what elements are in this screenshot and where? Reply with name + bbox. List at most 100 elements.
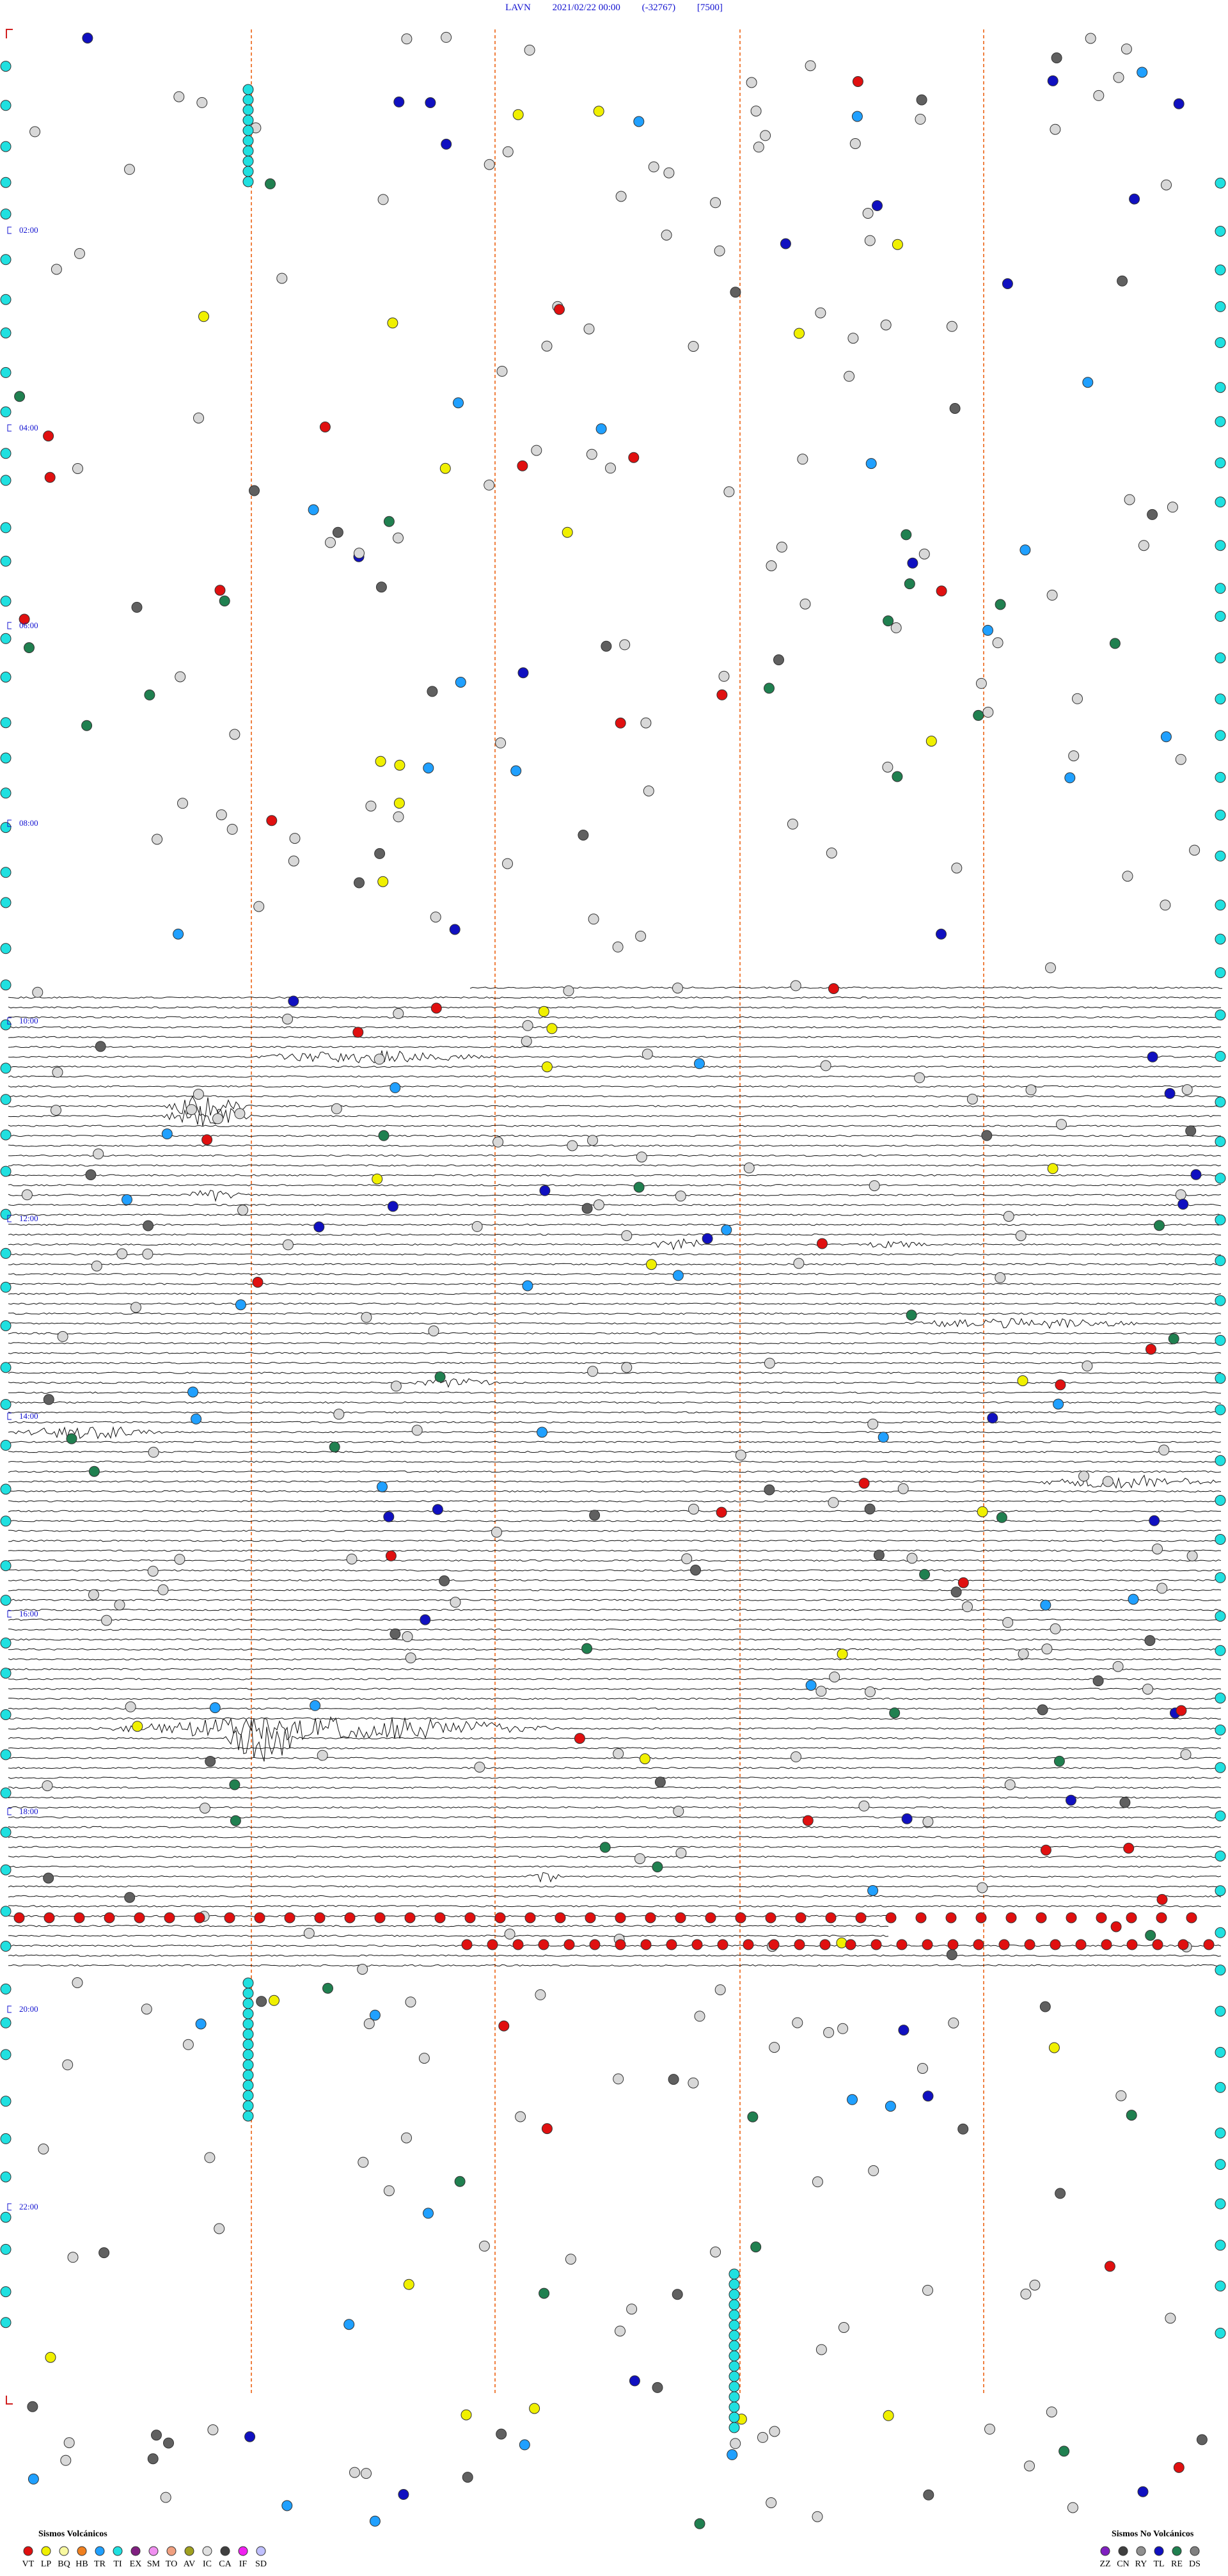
legend-code: BQ [58, 2559, 70, 2569]
event [918, 548, 930, 560]
event [764, 1484, 775, 1496]
event [1101, 1939, 1112, 1950]
event [0, 822, 12, 834]
event [303, 1927, 315, 1939]
event [333, 1409, 345, 1420]
event [522, 1280, 533, 1292]
event [1215, 933, 1226, 945]
event [363, 2018, 375, 2030]
event [906, 1309, 917, 1321]
event [728, 2422, 740, 2433]
event [0, 1638, 12, 1648]
trace [8, 1318, 1222, 1329]
event [0, 367, 12, 378]
event [626, 2303, 638, 2315]
event [1082, 1360, 1093, 1371]
event [173, 91, 185, 102]
event [892, 239, 903, 250]
trace [8, 1826, 1222, 1829]
event [1147, 1051, 1158, 1063]
legend-swatch [148, 2546, 159, 2556]
legend-code: TR [94, 2559, 106, 2569]
legend-code: DS [1189, 2559, 1200, 2569]
event [0, 1515, 12, 1527]
event [828, 983, 839, 994]
event [538, 1939, 549, 1950]
vertical-markers [251, 29, 984, 2396]
event [122, 1194, 132, 1205]
event [852, 76, 863, 87]
event [524, 44, 535, 56]
trace [8, 1628, 1222, 1631]
event [836, 1937, 847, 1948]
event [1024, 2460, 1035, 2472]
event [1124, 494, 1135, 505]
event [539, 1185, 551, 1196]
legend-code: IF [239, 2559, 248, 2569]
event [581, 1203, 593, 1214]
event [0, 555, 12, 567]
trace [8, 1697, 1222, 1700]
event [747, 2111, 759, 2122]
legend-code: TI [113, 2559, 122, 2569]
event [973, 709, 984, 721]
event [0, 943, 12, 954]
event [269, 1995, 279, 2006]
event [845, 1939, 856, 1950]
trace [8, 1786, 1222, 1789]
event [313, 1221, 325, 1233]
event [393, 798, 405, 809]
event [1175, 754, 1186, 765]
event [1215, 2128, 1226, 2138]
event [29, 126, 41, 138]
header: LAVN 2021/02/22 00:00 (-32767) [7500] [505, 3, 723, 13]
event [93, 1148, 104, 1160]
event [639, 1753, 650, 1764]
event [663, 167, 675, 178]
event [648, 161, 659, 173]
event [1113, 72, 1124, 83]
tick [7, 2005, 12, 2013]
trace [8, 1332, 1222, 1335]
tick [7, 1017, 12, 1025]
trace [8, 1361, 1222, 1364]
event [595, 423, 607, 434]
event [1215, 1927, 1226, 1938]
event [288, 855, 299, 867]
event [1047, 1163, 1059, 1174]
event [147, 1565, 159, 1577]
trace [8, 1872, 1222, 1883]
trace [8, 1391, 1222, 1394]
event [1215, 1096, 1226, 1108]
event [646, 1259, 657, 1270]
event [234, 1108, 246, 1119]
event [828, 1497, 839, 1508]
event [851, 111, 863, 122]
event [142, 1248, 154, 1260]
event [387, 1201, 398, 1212]
event [728, 2340, 740, 2351]
event [1092, 1675, 1104, 1687]
event [177, 798, 188, 809]
event [865, 458, 877, 470]
event [802, 1815, 814, 1826]
event [495, 737, 507, 748]
event [242, 2039, 254, 2050]
event [691, 1939, 703, 1950]
event [1186, 1912, 1197, 1924]
event [868, 2165, 879, 2176]
event [130, 1302, 141, 1313]
tick [7, 424, 12, 432]
legend-code: TL [1153, 2559, 1164, 2569]
trace [8, 1470, 1222, 1473]
event [858, 1800, 870, 1812]
event [1128, 1593, 1139, 1605]
event [51, 1105, 61, 1116]
event [1050, 1623, 1061, 1634]
event [728, 2299, 740, 2311]
event [265, 178, 276, 189]
event [728, 2371, 740, 2382]
event [1215, 457, 1226, 469]
event [925, 736, 937, 747]
event [728, 2391, 740, 2403]
